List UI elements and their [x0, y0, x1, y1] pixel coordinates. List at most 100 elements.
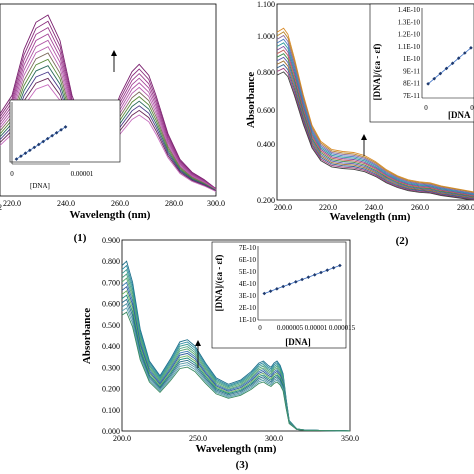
panel-3-y-tick-label: 0.900 — [102, 236, 120, 245]
inset-point — [426, 82, 430, 86]
panel-3-y-tick-label: 0.800 — [102, 257, 120, 266]
panel-2-inset-points — [426, 46, 473, 86]
panel-2-y-ticks: 0.200 0.400 0.600 0.800 1.000 1.100 — [257, 0, 275, 205]
panel-1-inset-x-ticks: 0 0.00001 — [10, 170, 94, 178]
inset-point — [300, 277, 304, 282]
panel-2-y-axis-label: Absorbance — [245, 72, 257, 128]
inset-point — [444, 66, 449, 71]
inset-point — [331, 266, 336, 270]
panel-3-y-axis-label: Absorbance — [81, 308, 93, 364]
panel-3-x-axis-label: Wavelength (nm) — [196, 443, 277, 455]
inset-point — [32, 145, 37, 150]
panel-3-y-ticks: 0.000 0.100 0.200 0.300 0.400 0.500 0.600 0.700… — [102, 236, 120, 436]
panel-1-inset-x-label: [DNA] — [30, 182, 50, 190]
panel-2-y-tick-label: 1.100 — [257, 0, 275, 9]
panel-2-inset-y-tick-label: 8E-11 — [403, 80, 420, 88]
panel-2-y-tick-label: 0.200 — [257, 196, 275, 205]
panel-3-label: (3) — [236, 459, 249, 471]
panel-2-x-tick-label: 2 — [0, 203, 2, 212]
panel-2: 0.200 0.400 0.600 0.800 1.000 1.100 200.0 220.… — [0, 0, 474, 247]
panel-3-plot-frame — [121, 239, 351, 432]
inset-point — [50, 133, 54, 138]
panel-2-x-tick-label: 220.0 — [319, 203, 337, 212]
panel-3-inset-y-tick-label: 6E-10 — [239, 256, 257, 264]
panel-2-inset-x-label: [DNA — [448, 110, 471, 120]
panel-3-inset-x-tick-label: 0.000015 — [329, 324, 356, 332]
panel-1-inset: 0 0.00001 [DNA] — [9, 99, 121, 190]
panel-3-inset-points — [262, 263, 342, 296]
inset-point — [41, 139, 46, 144]
inset-point — [319, 270, 323, 275]
panel-2-inset-y-tick-label: 1.2E-10 — [398, 31, 421, 39]
panel-2-inset-y-tick-label: 7E-11 — [403, 92, 420, 100]
panel-3-inset-y-tick-label: 2E-10 — [239, 304, 257, 312]
inset-point — [281, 284, 285, 289]
inset-point — [287, 282, 292, 286]
panel-3-inset: 7E-10 6E-10 5E-10 4E-10 3E-10 2E-10 1E-10 0 0.0… — [211, 241, 356, 349]
panel-3-inset-y-tick-label: 3E-10 — [239, 292, 257, 300]
panel-2-x-tick-label: 200.0 — [274, 203, 292, 212]
panel-2-inset-x-tick-label: 0 — [424, 104, 428, 112]
panel-3-x-ticks: 200.0 250.0 300.0 350.0 — [113, 434, 359, 443]
panel-2-spectra — [276, 27, 474, 201]
panel-1-x-tick-label: 300.0 — [207, 199, 225, 208]
panel-3-inset-y-ticks: 7E-10 6E-10 5E-10 4E-10 3E-10 2E-10 1E-10 — [239, 244, 257, 324]
spectrum-line-12 — [276, 67, 474, 200]
spectrum-line-11 — [276, 64, 474, 200]
panel-3-x-tick-label: 250.0 — [189, 434, 207, 443]
panel-2-arrow — [361, 134, 367, 156]
spectrum-line-10 — [276, 60, 474, 199]
inset-point — [36, 142, 41, 147]
spectrum-line-6 — [276, 45, 474, 196]
panel-2-inset-y-tick-label: 1.1E-10 — [398, 43, 421, 51]
panel-2-inset: 1.4E-10 1.3E-10 1.2E-10 1.1E-10 1E-10 9E-11 8E… — [369, 3, 474, 123]
panel-3-inset-y-label: [DNA]/(εa - εf) — [214, 255, 224, 312]
panel-1-x-tick-label: 240.0 — [57, 199, 75, 208]
panel-1-x-tick-label: 220.0 — [3, 199, 21, 208]
spectrum-line-13 — [276, 71, 474, 201]
panel-1-arrow — [111, 50, 117, 72]
spectrum-line-2 — [276, 31, 474, 194]
spectrum-line-1 — [276, 27, 474, 193]
panel-2-inset-y-tick-label: 1E-10 — [403, 55, 421, 63]
inset-point — [438, 71, 443, 76]
inset-point — [469, 46, 473, 50]
panel-1-inset-x-tick-label: 0 — [10, 170, 14, 178]
panel-3-inset-frame — [211, 241, 347, 349]
panel-2-y-tick-label: 1.000 — [257, 32, 275, 41]
inset-point — [45, 136, 50, 141]
panel-3-y-tick-label: 0.300 — [102, 363, 120, 372]
spectrum-line-7 — [276, 49, 474, 197]
panel-2-inset-y-tick-label: 1.4E-10 — [398, 6, 421, 14]
panel-3-y-tick-label: 0.600 — [102, 300, 120, 309]
panel-2-label: (2) — [396, 235, 409, 247]
panel-2-inset-y-tick-label: 9E-11 — [403, 67, 420, 75]
panel-1-label: (1) — [74, 232, 87, 244]
panel-3-inset-x-label: [DNA] — [285, 337, 311, 347]
inset-fit-line — [427, 47, 472, 85]
panel-3-y-tick-label: 0.500 — [102, 321, 120, 330]
panel-2-y-tick-label: 0.800 — [257, 68, 275, 77]
inset-point — [275, 287, 279, 291]
panel-1-inset-x-tick-label: 0.00001 — [71, 170, 94, 178]
inset-point — [463, 51, 467, 55]
panel-1: 220.0 240.0 260.0 280.0 300.0 Wavelength (nm… — [0, 3, 225, 244]
inset-point — [19, 154, 23, 158]
inset-point — [338, 263, 342, 268]
inset-point — [63, 125, 68, 129]
spectrum-line-8 — [276, 53, 474, 198]
spectrum-line-9 — [276, 56, 474, 198]
panel-1-inset-points — [14, 125, 68, 161]
inset-point — [294, 280, 298, 284]
panel-3-inset-y-tick-label: 1E-10 — [239, 316, 257, 324]
panel-2-x-tick-label: 260.0 — [411, 203, 429, 212]
panel-3-y-tick-label: 0.100 — [102, 406, 120, 415]
inset-point — [456, 56, 461, 60]
panel-1-x-tick-label: 280.0 — [165, 199, 183, 208]
panel-2-inset-x-tick-label: 0 — [470, 104, 474, 112]
panel-2-x-tick-label: 280.0 — [457, 203, 474, 212]
panel-1-x-axis-label: Wavelength (nm) — [70, 209, 151, 221]
panel-3-x-tick-label: 350.0 — [341, 434, 359, 443]
panel-3-inset-x-tick-label: 0.000005 — [277, 324, 304, 332]
